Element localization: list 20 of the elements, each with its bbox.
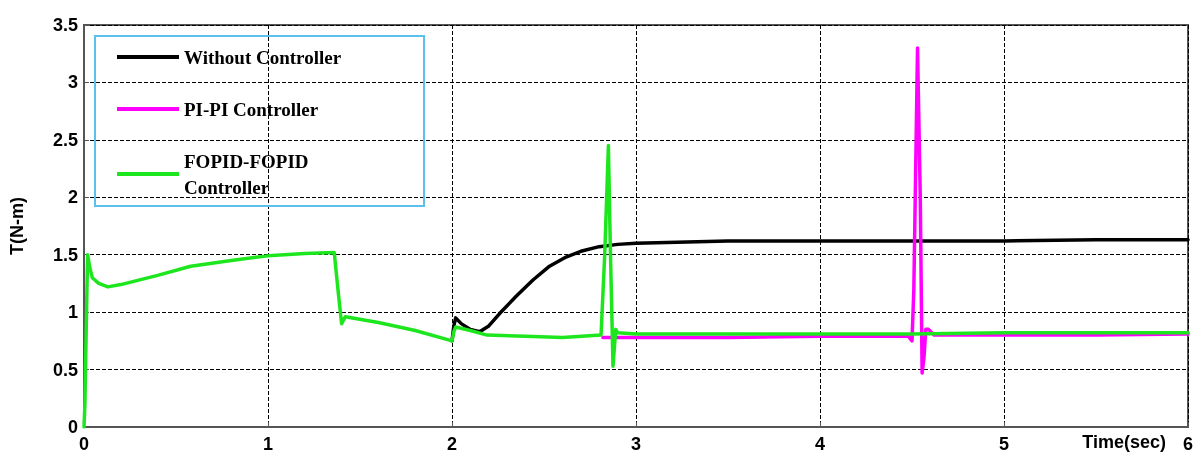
legend-label: PI-PI Controller bbox=[184, 98, 319, 120]
x-tick-label: 3 bbox=[630, 434, 642, 454]
legend-label: Without Controller bbox=[184, 46, 342, 68]
x-axis-title: Time(sec) bbox=[1082, 432, 1166, 452]
y-tick-label: 3.5 bbox=[52, 15, 78, 35]
y-tick-label: 2.5 bbox=[52, 129, 78, 150]
x-tick-label: 1 bbox=[262, 434, 274, 454]
y-tick-label: 0 bbox=[67, 417, 78, 437]
x-tick-label: 4 bbox=[814, 434, 826, 454]
x-tick-label: 5 bbox=[998, 434, 1010, 454]
legend-label: FOPID-FOPID Controller bbox=[184, 150, 314, 198]
y-tick-label: 1 bbox=[67, 302, 78, 323]
y-tick-label: 1.5 bbox=[52, 244, 78, 265]
x-tick-label: 2 bbox=[446, 434, 458, 454]
y-axis-title: T(N-m) bbox=[7, 197, 27, 255]
y-tick-label: 0.5 bbox=[52, 359, 78, 380]
y-tick-label: 3 bbox=[67, 72, 78, 93]
line-series bbox=[601, 46, 1190, 375]
y-tick-label: 2 bbox=[67, 187, 78, 208]
x-tick-label: 6 bbox=[1182, 434, 1194, 454]
